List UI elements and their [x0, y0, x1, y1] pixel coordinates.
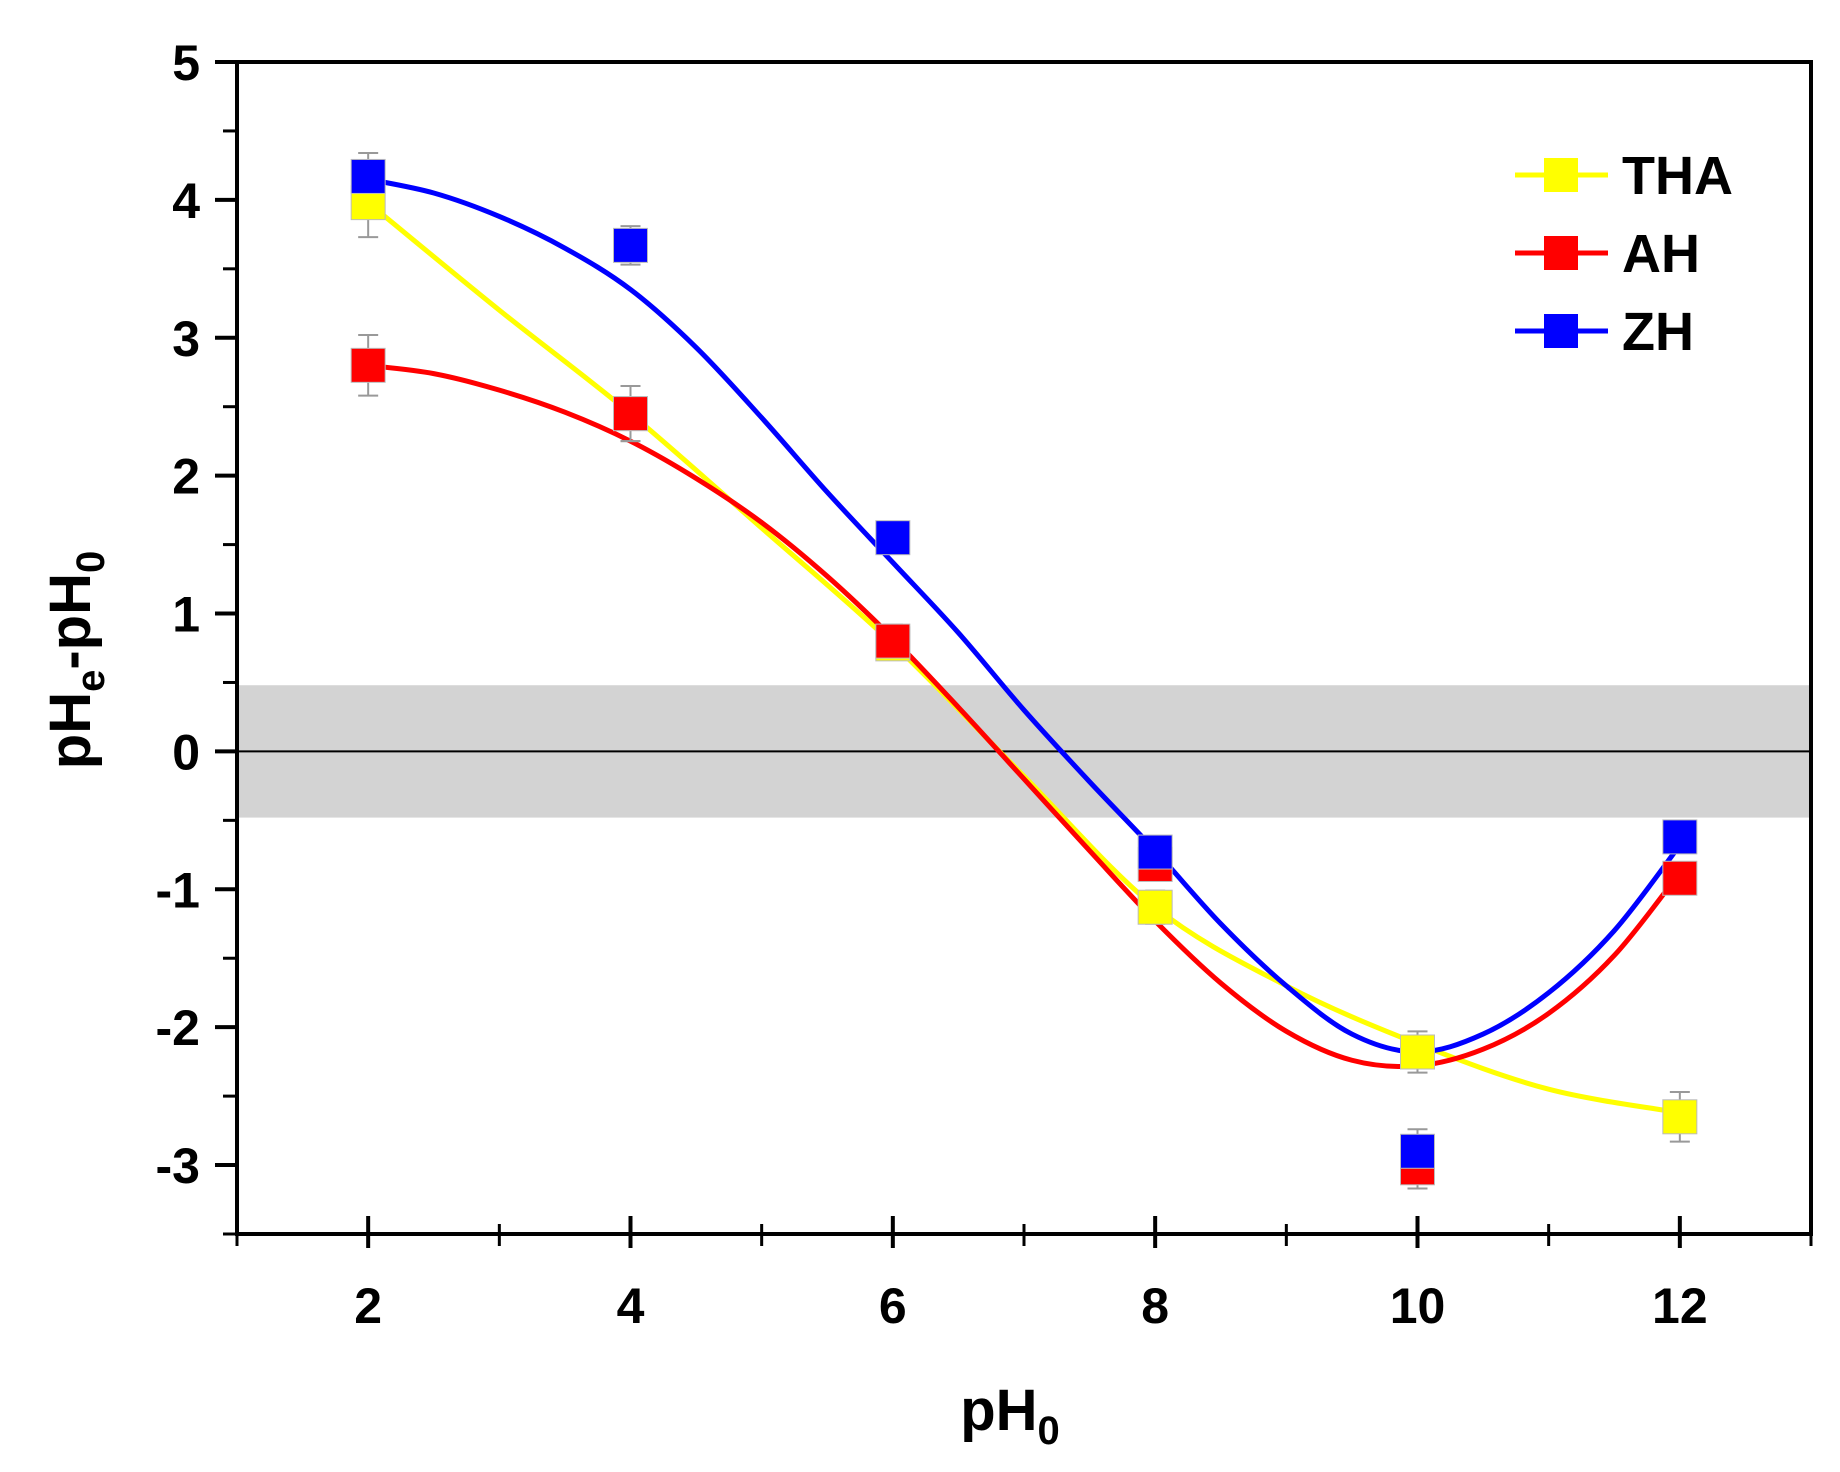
x-axis-ticks [235, 1216, 1813, 1248]
legend-label: ZH [1622, 302, 1694, 362]
x-axis-label: pH0 [960, 1378, 1060, 1453]
y-tick-label: 5 [172, 35, 200, 91]
y-axis-label-part2: -pH [38, 573, 103, 670]
y-tick-label: 0 [172, 724, 200, 780]
x-tick-label: 12 [1652, 1278, 1708, 1334]
x-tick-label: 2 [354, 1278, 382, 1334]
y-axis-label-sub2: 0 [69, 551, 113, 573]
legend-label: AH [1622, 224, 1700, 284]
y-tick-label: 3 [172, 311, 200, 367]
y-axis-label-sub1: e [69, 670, 113, 692]
fit-curves [366, 176, 1682, 1116]
y-tick-label: -2 [156, 1000, 200, 1056]
legend-marker [1544, 158, 1578, 192]
y-tick-label: -3 [156, 1138, 200, 1194]
legend-marker [1544, 236, 1578, 270]
y-tick-label: 4 [172, 173, 200, 229]
y-axis-label-part1: pH [38, 692, 103, 769]
legend-marker [1544, 314, 1578, 348]
data-point-ah [875, 623, 911, 659]
legend-item-tha: THA [1515, 146, 1733, 206]
fit-curve-ah [367, 362, 1682, 1069]
data-point-ah [613, 396, 648, 432]
x-axis-label-subscript: 0 [1038, 1409, 1060, 1453]
legend-item-ah: AH [1515, 224, 1700, 284]
x-axis-label-main: pH [960, 1378, 1037, 1443]
data-point-tha [1662, 1099, 1698, 1135]
data-point-zh [1137, 834, 1173, 870]
x-tick-label: 4 [617, 1278, 645, 1334]
y-axis-label: pHe-pH0 [38, 551, 113, 769]
data-point-tha [1400, 1034, 1435, 1070]
y-axis-tick-labels: -3 -2 -1 0 1 2 3 4 5 [156, 35, 201, 1194]
data-point-zh [613, 227, 648, 263]
y-tick-label: 2 [172, 449, 200, 505]
data-point-zh [350, 158, 386, 194]
legend-label: THA [1622, 146, 1733, 206]
data-point-zh [875, 520, 911, 556]
x-tick-label: 10 [1390, 1278, 1446, 1334]
y-tick-label: -1 [156, 862, 200, 918]
data-points [350, 158, 1698, 1186]
y-tick-label: 1 [172, 587, 200, 643]
x-axis-tick-labels: 2 4 6 8 10 12 [354, 1278, 1707, 1334]
legend-item-zh: ZH [1515, 302, 1694, 362]
legend: THA AH ZH [1515, 146, 1733, 362]
data-point-zh [1400, 1133, 1435, 1169]
data-point-ah [350, 347, 386, 383]
fit-curve-zh [367, 176, 1682, 1055]
y-axis-ticks [215, 60, 237, 1236]
x-tick-label: 6 [879, 1278, 907, 1334]
data-point-zh [1662, 819, 1698, 855]
x-tick-label: 8 [1141, 1278, 1169, 1334]
data-point-tha [1137, 889, 1173, 925]
data-point-ah [1662, 860, 1698, 896]
